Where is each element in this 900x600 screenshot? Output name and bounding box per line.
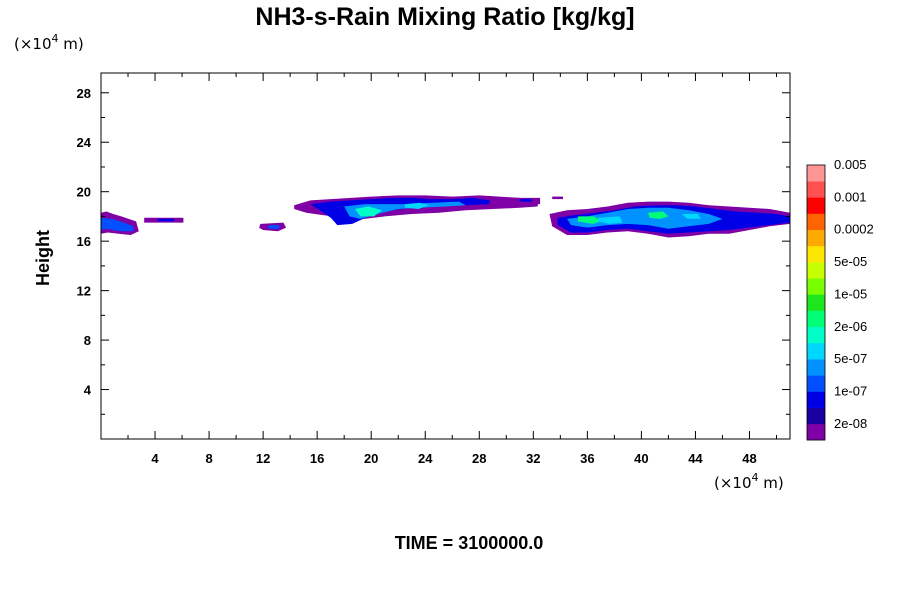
y-tick-label: 8: [84, 333, 91, 348]
colorbar-swatch: [807, 423, 825, 441]
colorbar-swatch: [807, 181, 825, 198]
contour-region-19: [598, 216, 623, 224]
colorbar-swatch: [807, 278, 825, 295]
contour-region-10: [405, 202, 430, 209]
contour-region-12: [519, 199, 532, 202]
colorbar-label: 0.001: [834, 189, 867, 204]
contour-region-5: [268, 225, 280, 229]
x-tick-label: 4: [151, 451, 159, 466]
contour-region-16: [567, 207, 723, 229]
data-regions: [101, 195, 790, 238]
colorbar: 2e-08 1e-07 5e-07 2e-06 1e-05 5e-05 0.0002 0.00…: [806, 157, 874, 441]
contour-region-17: [577, 216, 601, 224]
colorbar-label: 2e-08: [834, 416, 867, 431]
colorbar-label: 0.005: [834, 157, 867, 172]
contour-region-20: [681, 214, 701, 219]
x-tick-label: 44: [688, 451, 703, 466]
colorbar-swatch: [807, 359, 825, 376]
colorbar-swatch: [807, 375, 825, 392]
plot-frame: [100, 72, 791, 440]
x-unit-label: (×104 m): [714, 471, 784, 492]
x-axis: 4 8 12 16 20 24 28 32 36 40 44 48: [127, 73, 777, 466]
colorbar-swatch: [807, 342, 825, 360]
y-tick-label: 20: [77, 185, 91, 200]
colorbar-swatch: [807, 407, 825, 425]
contour-region-18: [648, 211, 669, 219]
colorbar-swatch: [807, 326, 825, 344]
y-tick-label: 12: [77, 284, 91, 299]
contour-region-9: [355, 206, 382, 217]
colorbar-label: 5e-07: [834, 351, 867, 366]
x-tick-label: 8: [205, 451, 212, 466]
colorbar-swatch: [807, 229, 825, 247]
time-label: TIME = 3100000.0: [395, 533, 544, 553]
y-tick-label: 24: [77, 135, 92, 150]
colorbar-label: 2e-06: [834, 319, 867, 334]
x-tick-label: 28: [472, 451, 486, 466]
colorbar-label: 1e-05: [834, 286, 867, 301]
y-tick-label: 16: [77, 234, 91, 249]
colorbar-swatch: [807, 262, 825, 279]
colorbar-swatch: [807, 391, 825, 408]
y-axis-label: Height: [33, 230, 53, 286]
contour-region-3: [157, 218, 174, 222]
x-tick-label: 48: [742, 451, 756, 466]
colorbar-label: 0.0002: [834, 222, 874, 237]
colorbar-swatch: [807, 213, 825, 231]
colorbar-label: 5e-05: [834, 254, 867, 269]
colorbar-swatch: [807, 294, 825, 311]
colorbar-swatch: [807, 197, 825, 214]
chart-title: NH3-s-Rain Mixing Ratio [kg/kg]: [255, 3, 634, 31]
colorbar-swatch: [807, 310, 825, 328]
y-tick-label: 28: [77, 86, 91, 101]
x-tick-label: 40: [634, 451, 648, 466]
colorbar-label: 1e-07: [834, 384, 867, 399]
colorbar-swatch: [807, 165, 825, 182]
x-tick-label: 12: [256, 451, 270, 466]
x-tick-label: 16: [310, 451, 324, 466]
y-axis: 4 8 12 16 20 24 28: [77, 86, 790, 415]
y-unit-label: (×104 m): [14, 32, 84, 53]
colorbar-swatch: [807, 245, 825, 263]
x-tick-label: 20: [364, 451, 378, 466]
x-tick-label: 36: [580, 451, 594, 466]
y-tick-label: 4: [84, 383, 92, 398]
x-tick-label: 24: [418, 451, 433, 466]
x-tick-label: 32: [526, 451, 540, 466]
colorbar-frame: [806, 164, 826, 441]
contour-region-1: [101, 217, 134, 232]
contour-region-13: [552, 196, 563, 200]
